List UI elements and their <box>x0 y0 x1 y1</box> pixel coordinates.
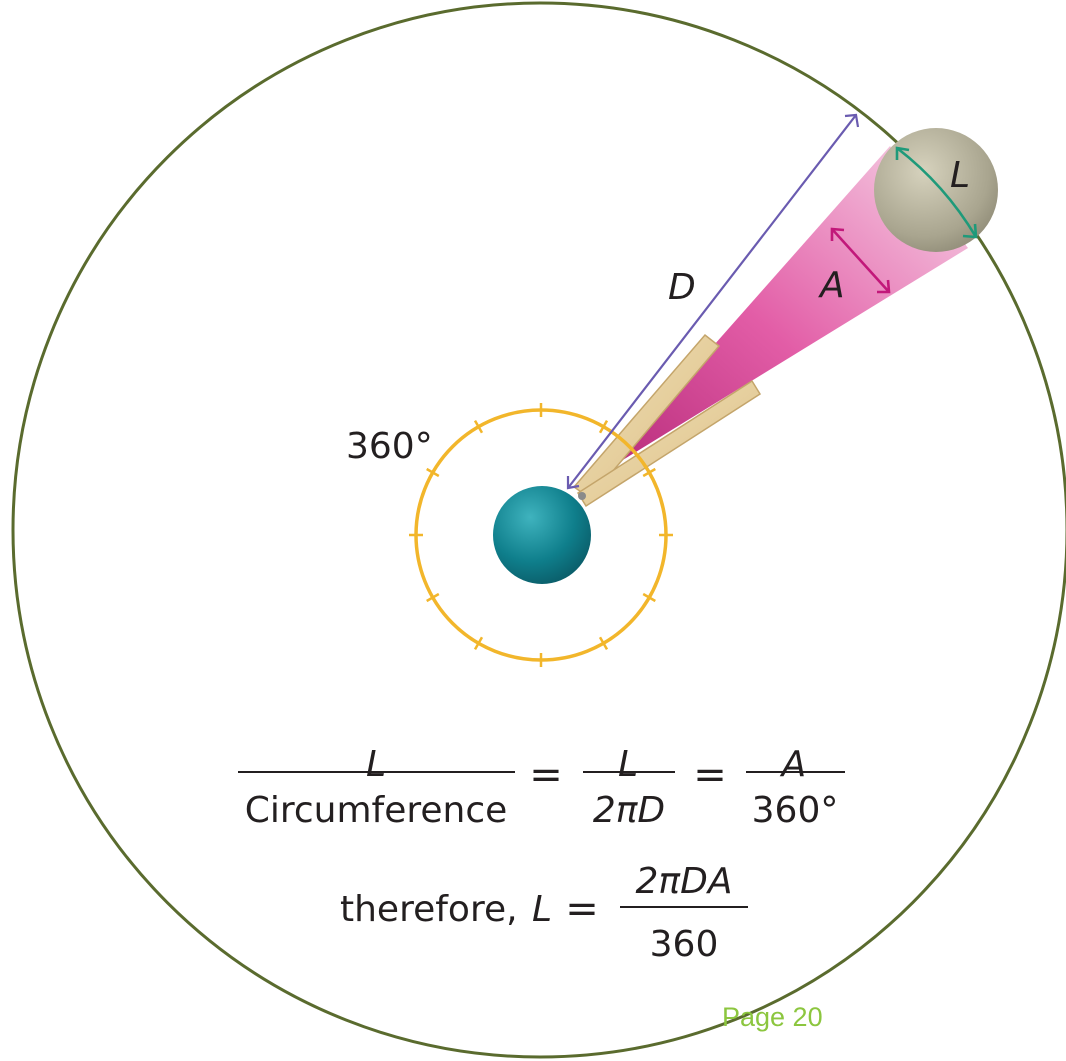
frac2-numerator: L <box>618 744 638 785</box>
angle-arrow <box>830 227 891 294</box>
frac1-denominator: Circumference <box>245 790 508 831</box>
therefore-variable: L <box>532 889 552 930</box>
frac3-denominator: 360° <box>752 790 839 831</box>
measuring-sticks <box>572 333 762 508</box>
outer-circle <box>11 1 1066 1059</box>
result-equation: therefore, L = 2πDA 360 <box>340 861 748 965</box>
frac2-denominator: 2πD <box>593 790 665 831</box>
result-denominator: 360 <box>650 924 719 965</box>
length-arrow <box>895 146 978 239</box>
page-number: Page 20 <box>722 1002 823 1032</box>
distance-arrow <box>566 113 860 490</box>
equals-sign-1: = <box>529 752 563 798</box>
distance-label: D <box>668 267 696 308</box>
equals-sign-2: = <box>693 752 727 798</box>
ring-tick <box>642 467 656 478</box>
therefore-text: therefore, <box>340 889 518 930</box>
full-circle-label: 360° <box>346 426 433 467</box>
distant-object <box>874 128 998 252</box>
ring-tick <box>426 592 440 603</box>
earth <box>493 486 591 584</box>
sight-cone <box>600 146 968 474</box>
degree-ring <box>409 403 673 667</box>
length-label: L <box>950 155 970 196</box>
ring-tick <box>473 420 484 434</box>
ring-tick <box>473 636 484 650</box>
ratio-equation: L Circumference = L 2πD = A 360° <box>238 744 845 831</box>
frac3-numerator: A <box>780 744 807 785</box>
ring-tick <box>642 592 656 603</box>
ring-tick <box>426 467 440 478</box>
ring-tick <box>598 636 609 650</box>
angle-label: A <box>818 265 845 306</box>
result-numerator: 2πDA <box>636 861 733 902</box>
frac1-numerator: L <box>366 744 386 785</box>
ring-tick <box>598 420 609 434</box>
equals-sign-3: = <box>565 886 599 932</box>
